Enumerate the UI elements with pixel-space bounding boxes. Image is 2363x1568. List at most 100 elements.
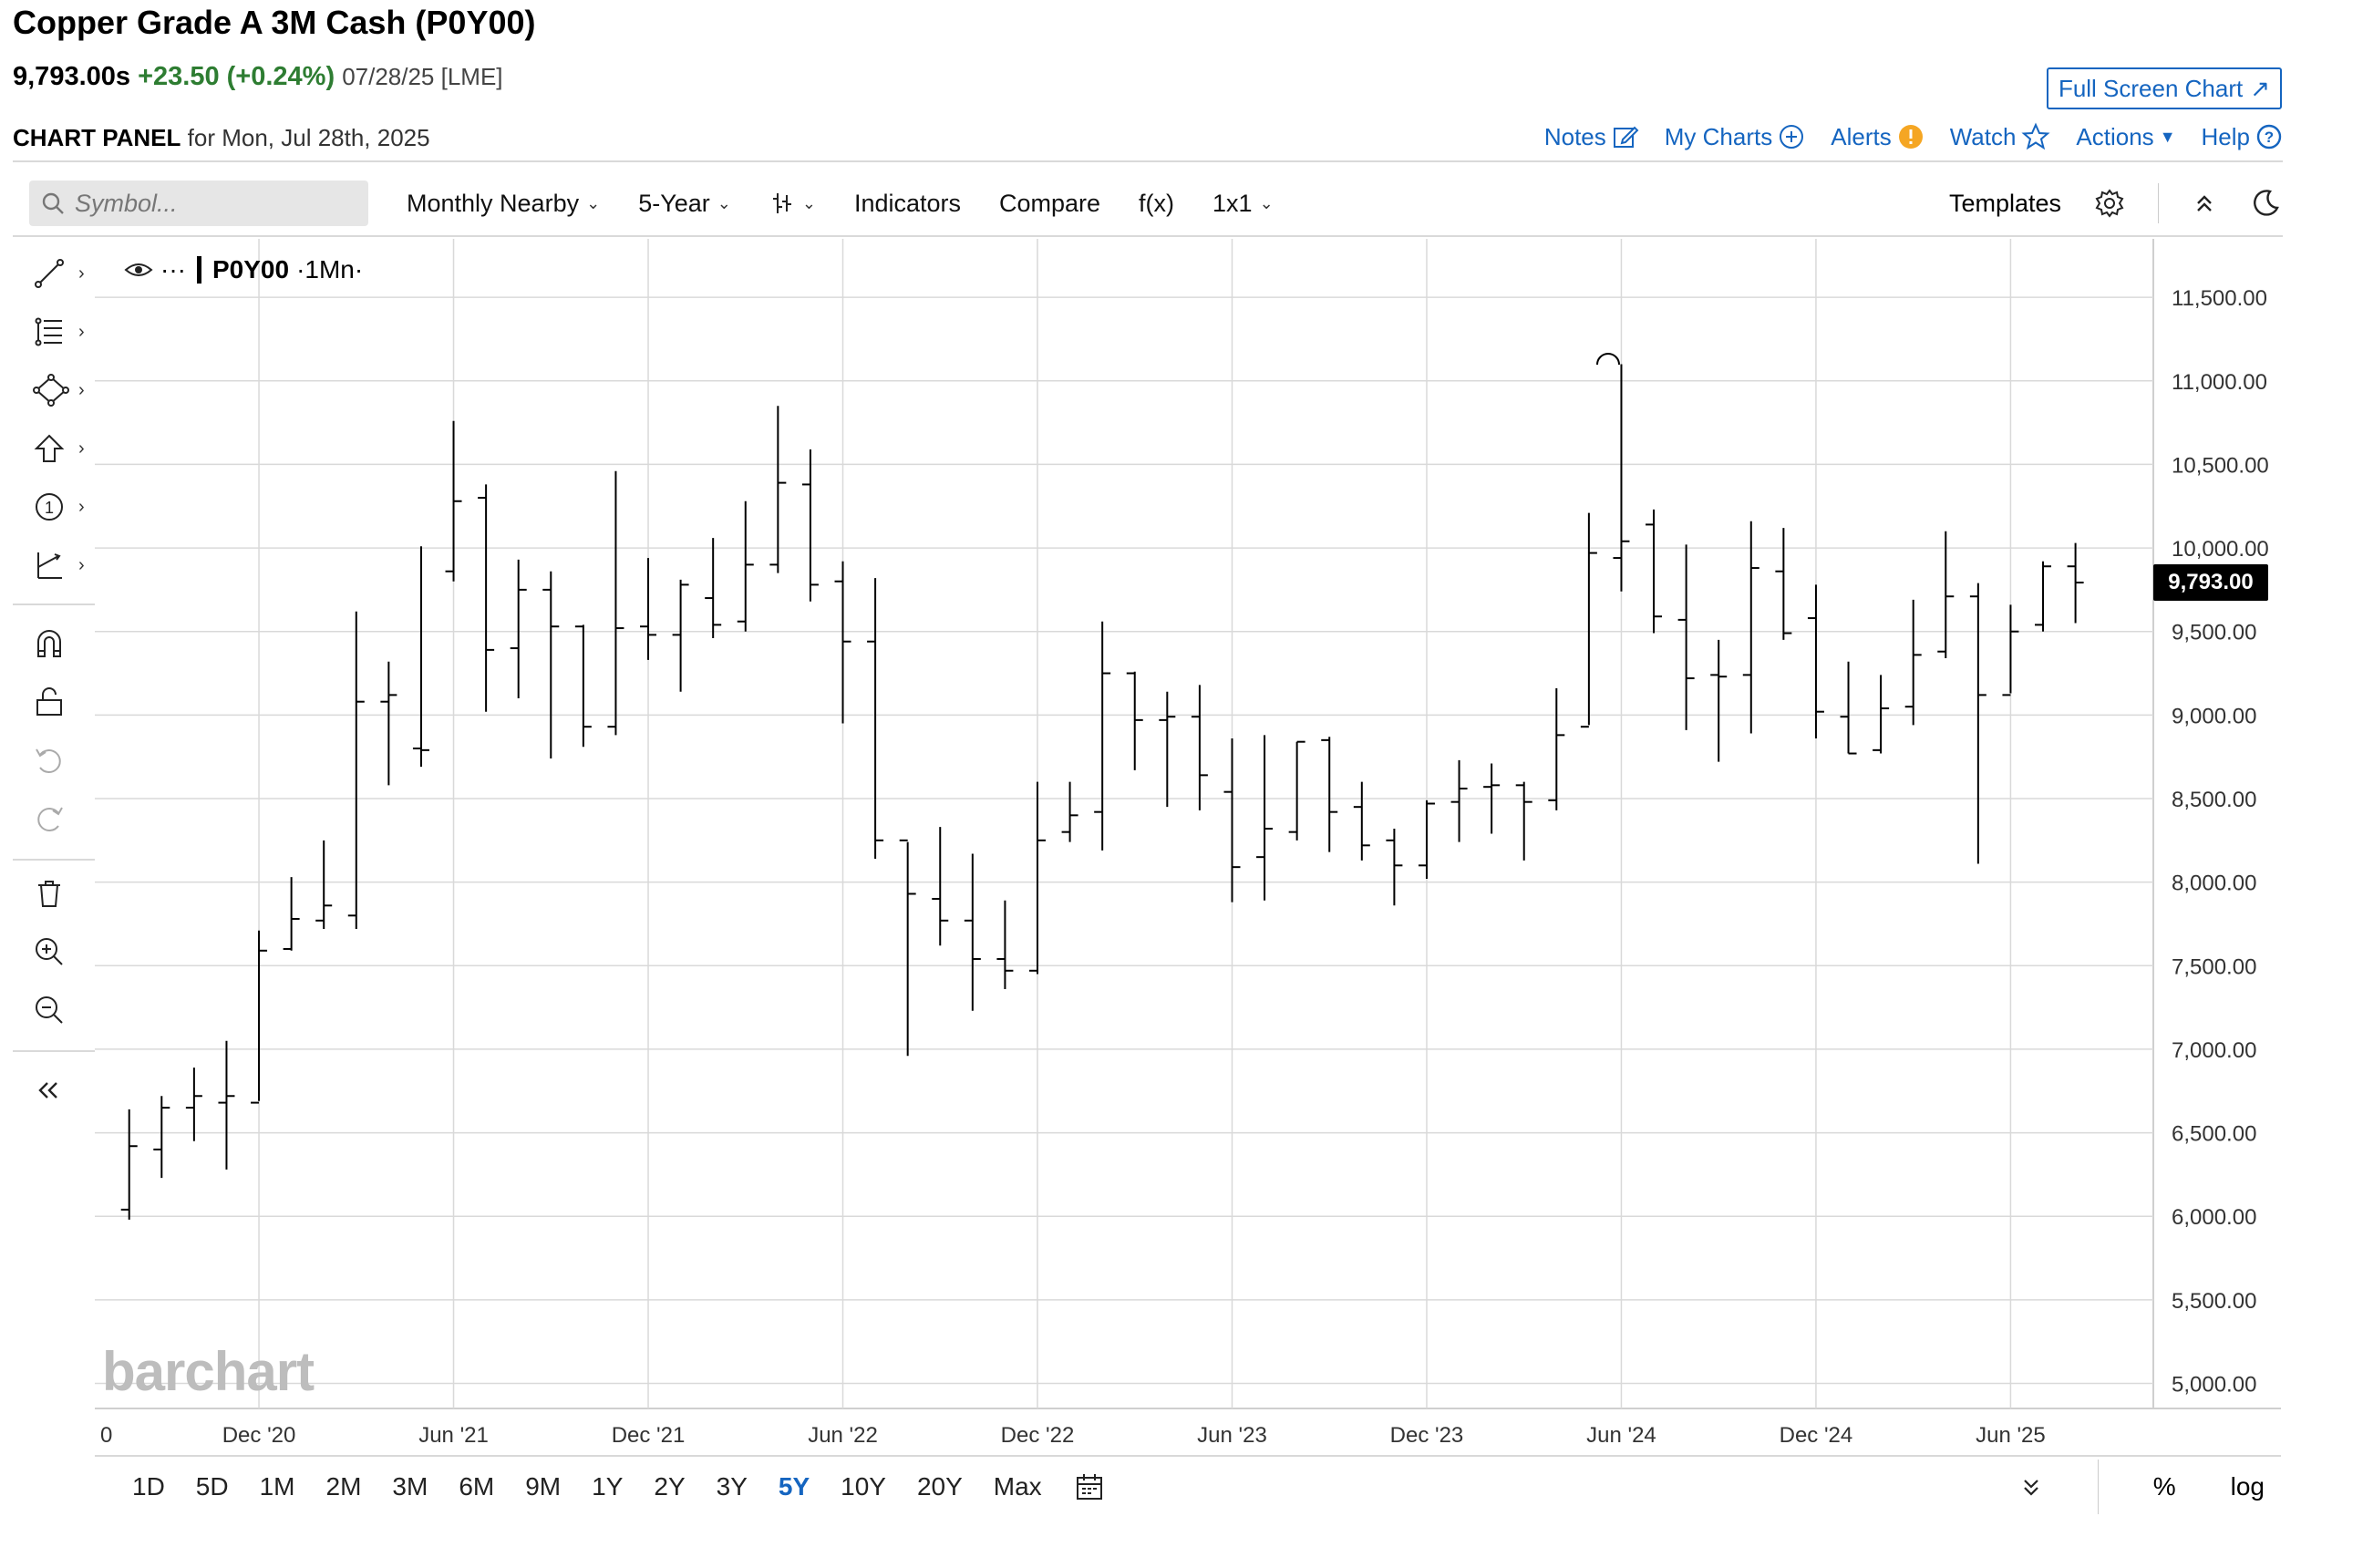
zoom-in-button[interactable] — [13, 930, 95, 974]
ohlc-bar — [1580, 512, 1597, 728]
timeframe-6m[interactable]: 6M — [459, 1472, 495, 1501]
redo-button[interactable] — [13, 797, 95, 841]
barchart-watermark: barchart — [102, 1341, 315, 1402]
y-tick-label: 8,500.00 — [2172, 788, 2256, 812]
timeframe-5d[interactable]: 5D — [195, 1472, 229, 1501]
trend-line-tool[interactable]: › — [13, 252, 95, 295]
watch-link[interactable]: Watch — [1950, 122, 2051, 151]
monthly-nearby-dropdown[interactable]: Monthly Nearby ⌄ — [407, 190, 600, 218]
templates-button[interactable]: Templates — [1948, 189, 2061, 217]
timeframe-10y[interactable]: 10Y — [841, 1472, 886, 1501]
numbered-marker-icon: 1 — [36, 493, 63, 521]
chevron-right-icon: › — [78, 496, 85, 517]
lock-tool[interactable] — [13, 680, 95, 724]
y-tick-label: 5,000.00 — [2172, 1373, 2256, 1398]
timeframe-3m[interactable]: 3M — [392, 1472, 428, 1501]
symbol-search-input[interactable]: Symbol... — [29, 181, 368, 226]
tools-divider — [13, 603, 95, 605]
svg-text:1: 1 — [45, 499, 54, 517]
layout-dropdown[interactable]: 1x1 ⌄ — [1212, 190, 1274, 218]
bottom-divider-v — [2097, 1460, 2099, 1514]
period-dropdown[interactable]: 5-Year ⌄ — [638, 190, 731, 218]
help-link[interactable]: Help ? — [2202, 123, 2283, 151]
arrow-tool[interactable]: › — [13, 427, 95, 470]
ohlc-bar — [251, 930, 268, 1104]
magnet-tool[interactable] — [13, 622, 95, 665]
ohlc-bar — [478, 484, 495, 712]
chevron-right-icon: › — [78, 321, 85, 342]
alerts-link[interactable]: Alerts — [1831, 123, 1924, 151]
ohlc-bar — [2002, 604, 2019, 696]
indicators-button[interactable]: Indicators — [854, 190, 961, 218]
chart-toolbar: Symbol... Monthly Nearby ⌄ 5-Year ⌄ ⌄ In… — [29, 179, 2281, 228]
ohlc-bar — [2067, 542, 2084, 624]
bottom-divider — [95, 1455, 2281, 1457]
fx-button[interactable]: f(x) — [1139, 190, 1174, 218]
svg-text:?: ? — [2265, 129, 2274, 146]
shapes-tool[interactable]: › — [13, 368, 95, 412]
percent-toggle[interactable]: % — [2152, 1472, 2176, 1501]
timeframe-bar: 1D 5D 1M 2M 3M 6M 9M 1Y 2Y 3Y 5Y 10Y 20Y Max % log — [95, 1455, 2281, 1519]
trash-icon — [38, 881, 60, 907]
last-price-tag: 9,793.00 — [2153, 564, 2268, 602]
ohlc-bar — [1256, 735, 1274, 901]
external-arrow-icon: ↗ — [2250, 74, 2271, 102]
timeframe-1y[interactable]: 1Y — [592, 1472, 624, 1501]
double-chevron-down-icon[interactable] — [2019, 1475, 2043, 1499]
timeframe-3y[interactable]: 3Y — [716, 1472, 748, 1501]
actions-menu[interactable]: Actions ▼ — [2076, 123, 2175, 151]
timeframe-9m[interactable]: 9M — [525, 1472, 562, 1501]
chevron-right-icon: › — [78, 438, 85, 459]
ohlc-bar — [510, 559, 527, 699]
collapse-tools-button[interactable] — [13, 1068, 95, 1112]
my-charts-link[interactable]: My Charts — [1665, 123, 1805, 151]
last-price: 9,793.00s — [13, 62, 131, 91]
timeframe-1m[interactable]: 1M — [259, 1472, 295, 1501]
ohlc-bar — [1223, 738, 1241, 903]
y-axis: 5,000.00 5,500.00 6,000.00 6,500.00 7,000.00… — [2172, 286, 2269, 1397]
chevron-right-icon: › — [78, 554, 85, 575]
timeframe-20y[interactable]: 20Y — [916, 1472, 963, 1501]
chart-type-dropdown[interactable]: ⌄ — [769, 191, 816, 216]
ohlc-bar — [737, 500, 754, 632]
eye-icon[interactable] — [124, 259, 153, 281]
ohlc-bar — [1646, 509, 1663, 634]
ohlc-bar — [120, 1109, 138, 1220]
y-tick-label: 7,000.00 — [2172, 1038, 2256, 1063]
annotation-tool[interactable]: 1 › — [13, 485, 95, 529]
measure-tool[interactable]: › — [13, 543, 95, 587]
magnet-icon — [37, 630, 61, 657]
calendar-icon[interactable] — [1074, 1471, 1105, 1502]
compare-button[interactable]: Compare — [999, 190, 1100, 218]
full-screen-chart-button[interactable]: Full Screen Chart ↗ — [2047, 67, 2282, 109]
x-tick-label: Dec '20 — [222, 1423, 296, 1448]
timeframe-5y[interactable]: 5Y — [778, 1472, 810, 1501]
panel-label: CHART PANEL — [13, 124, 181, 151]
ohlc-bar — [1969, 583, 1986, 864]
zoom-in-icon — [36, 938, 63, 965]
fib-tool[interactable]: › — [13, 310, 95, 354]
gear-icon[interactable] — [2094, 188, 2125, 219]
timeframe-2m[interactable]: 2M — [325, 1472, 362, 1501]
dark-mode-moon-icon[interactable] — [2250, 188, 2281, 219]
ohlc-bar — [640, 558, 657, 660]
log-toggle[interactable]: log — [2230, 1472, 2265, 1501]
chevron-down-icon: ⌄ — [717, 193, 731, 212]
legend-menu-dots[interactable]: ··· — [160, 255, 186, 284]
y-tick-label: 9,500.00 — [2172, 621, 2256, 645]
ohlc-bar — [1710, 639, 1728, 762]
ohlc-bar — [1159, 691, 1176, 808]
ohlc-bar — [1353, 781, 1370, 861]
timeframe-2y[interactable]: 2Y — [654, 1472, 686, 1501]
collapse-up-icon[interactable] — [2192, 191, 2217, 216]
ohlc-bar — [1515, 781, 1532, 861]
ohlc-bar — [347, 611, 365, 929]
zoom-out-button[interactable] — [13, 988, 95, 1032]
undo-button[interactable] — [13, 738, 95, 782]
notes-link[interactable]: Notes — [1544, 123, 1639, 151]
ohlc-bar — [1288, 740, 1305, 841]
timeframe-max[interactable]: Max — [993, 1472, 1042, 1501]
delete-drawings-button[interactable] — [13, 872, 95, 915]
timeframe-1d[interactable]: 1D — [132, 1472, 165, 1501]
